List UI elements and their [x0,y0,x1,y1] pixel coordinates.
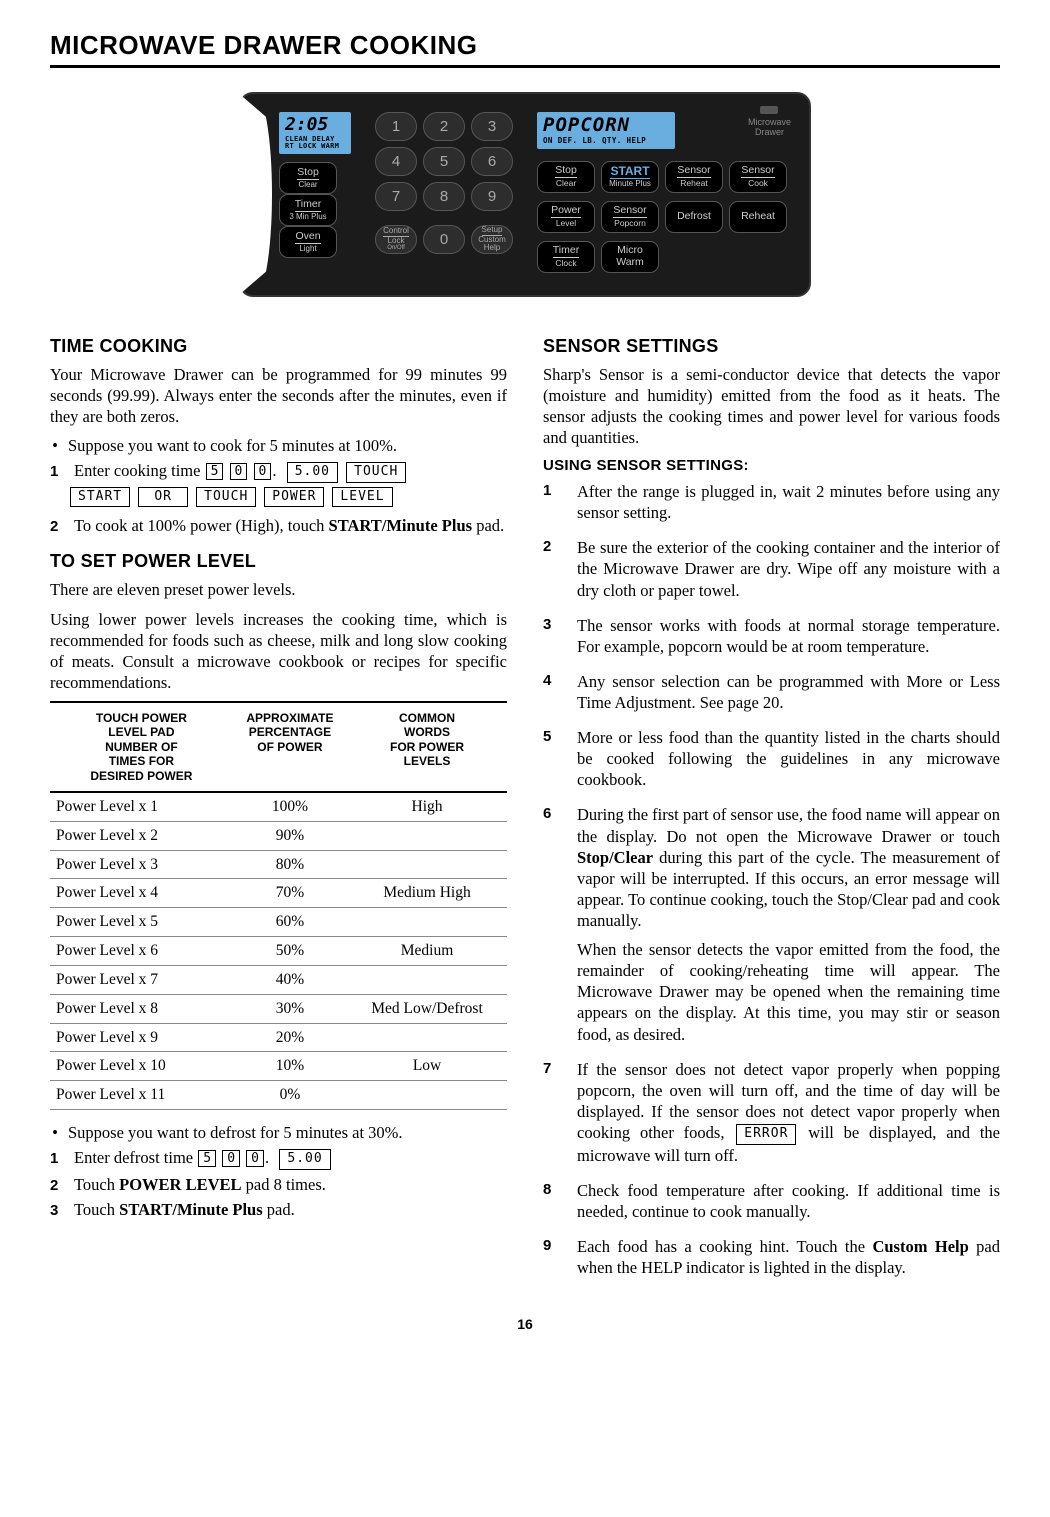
left-lcd: 2:05 CLEAN DELAY RT LOCK WARM [279,112,351,154]
dkey-0: 0 [222,1150,240,1167]
table-row: Power Level x 740% [50,965,507,994]
key-0: 0 [230,463,248,480]
display-5-00: 5.00 [287,462,338,483]
panel-btn-timer: TimerClock [537,241,595,273]
step-2: 2 To cook at 100% power (High), touch ST… [50,515,507,536]
display-word: OR [138,487,188,508]
step-1: 1 Enter cooking time 5 0 0. 5.00 TOUCH [50,460,507,483]
sensor-item-5: 5More or less food than the quantity lis… [543,727,1000,798]
display-word: POWER [264,487,324,508]
panel-btn-oven: OvenLight [279,226,337,258]
keypad-2: 2 [423,112,465,141]
drawer-indicator: Microwave Drawer [748,106,791,137]
panel-btn-sensor: SensorPopcorn [601,201,659,233]
time-intro: Your Microwave Drawer can be programmed … [50,364,507,427]
display-word: LEVEL [332,487,392,508]
right-lcd: POPCORN ON DEF. LB. QTY. HELP [537,112,675,149]
keypad-4: 4 [375,147,417,176]
sensor-item-6: 6During the first part of sensor use, th… [543,804,1000,1052]
panel-btn-stop: StopClear [279,162,337,194]
pl-p2: Using lower power levels increases the c… [50,609,507,693]
panel-btn-reheat: Reheat [729,201,787,233]
left-column: TIME COOKING Your Microwave Drawer can b… [50,321,507,1293]
display-word: TOUCH [196,487,256,508]
dkey-0b: 0 [246,1150,264,1167]
table-header: APPROXIMATEPERCENTAGEOF POWER [233,702,347,792]
sensor-intro: Sharp's Sensor is a semi-conductor devic… [543,364,1000,448]
table-row: Power Level x 920% [50,1023,507,1052]
sensor-item-2: 2Be sure the exterior of the cooking con… [543,537,1000,608]
power-level-heading: TO SET POWER LEVEL [50,550,507,573]
sensor-item-1: 1After the range is plugged in, wait 2 m… [543,481,1000,531]
panel-btn-timer: Timer3 Min Plus [279,194,337,226]
suppose-30-bullet: •Suppose you want to defrost for 5 minut… [50,1122,507,1143]
dstep-2: 2Touch POWER LEVEL pad 8 times. [50,1174,507,1195]
dstep-1: 1 Enter defrost time 5 0 0. 5.00 [50,1147,507,1170]
sensor-item-8: 8Check food temperature after cooking. I… [543,1180,1000,1230]
keypad-5: 5 [423,147,465,176]
table-row: Power Level x 830%Med Low/Defrost [50,994,507,1023]
page-number: 16 [50,1316,1000,1332]
sensor-item-9: 9Each food has a cooking hint. Touch the… [543,1236,1000,1286]
power-level-table: TOUCH POWERLEVEL PADNUMBER OFTIMES FORDE… [50,701,507,1110]
pl-p1: There are eleven preset power levels. [50,579,507,600]
table-row: Power Level x 380% [50,850,507,879]
time-cooking-heading: TIME COOKING [50,335,507,358]
keypad-3: 3 [471,112,513,141]
sensor-item-7: 7If the sensor does not detect vapor pro… [543,1059,1000,1174]
keypad-9: 9 [471,182,513,211]
dstep-3: 3Touch START/Minute Plus pad. [50,1199,507,1220]
sensor-item-3: 3The sensor works with foods at normal s… [543,615,1000,665]
key-5: 5 [206,463,224,480]
panel-btn-stop: StopClear [537,161,595,193]
dkey-5: 5 [198,1150,216,1167]
keypad-bottom: SetupCustom Help [471,225,513,254]
ddisp-5-00: 5.00 [279,1149,330,1170]
suppose-100-bullet: •Suppose you want to cook for 5 minutes … [50,435,507,456]
table-row: Power Level x 560% [50,908,507,937]
table-row: Power Level x 1100%High [50,792,507,821]
keypad-8: 8 [423,182,465,211]
panel-btn-start: STARTMinute Plus [601,161,659,193]
using-sensor-heading: USING SENSOR SETTINGS: [543,456,1000,475]
panel-btn-sensor: SensorReheat [665,161,723,193]
panel-btn-defrost: Defrost [665,201,723,233]
table-row: Power Level x 290% [50,821,507,850]
display-word: START [70,487,130,508]
table-header: TOUCH POWERLEVEL PADNUMBER OFTIMES FORDE… [50,702,233,792]
display-touch: TOUCH [346,462,406,483]
keypad-bottom: ControlLockOn/Off [375,225,417,254]
keypad-bottom: 0 [423,225,465,254]
page-title: MICROWAVE DRAWER COOKING [50,30,1000,68]
display-error: ERROR [736,1124,796,1145]
panel-btn-power: PowerLevel [537,201,595,233]
table-row: Power Level x 650%Medium [50,937,507,966]
display-row: START OR TOUCH POWER LEVEL [68,487,507,508]
right-column: SENSOR SETTINGS Sharp's Sensor is a semi… [543,321,1000,1293]
panel-btn-sensor: SensorCook [729,161,787,193]
table-header: COMMONWORDSFOR POWERLEVELS [347,702,507,792]
sensor-settings-heading: SENSOR SETTINGS [543,335,1000,358]
table-row: Power Level x 470%Medium High [50,879,507,908]
control-panel-illustration: Microwave Drawer 2:05 CLEAN DELAY RT LOC… [50,92,1000,297]
keypad-6: 6 [471,147,513,176]
table-row: Power Level x 110% [50,1081,507,1110]
table-row: Power Level x 1010%Low [50,1052,507,1081]
sensor-item-4: 4Any sensor selection can be programmed … [543,671,1000,721]
panel-btn-micro-warm: Micro Warm [601,241,659,273]
key-0b: 0 [254,463,272,480]
keypad-1: 1 [375,112,417,141]
keypad-7: 7 [375,182,417,211]
